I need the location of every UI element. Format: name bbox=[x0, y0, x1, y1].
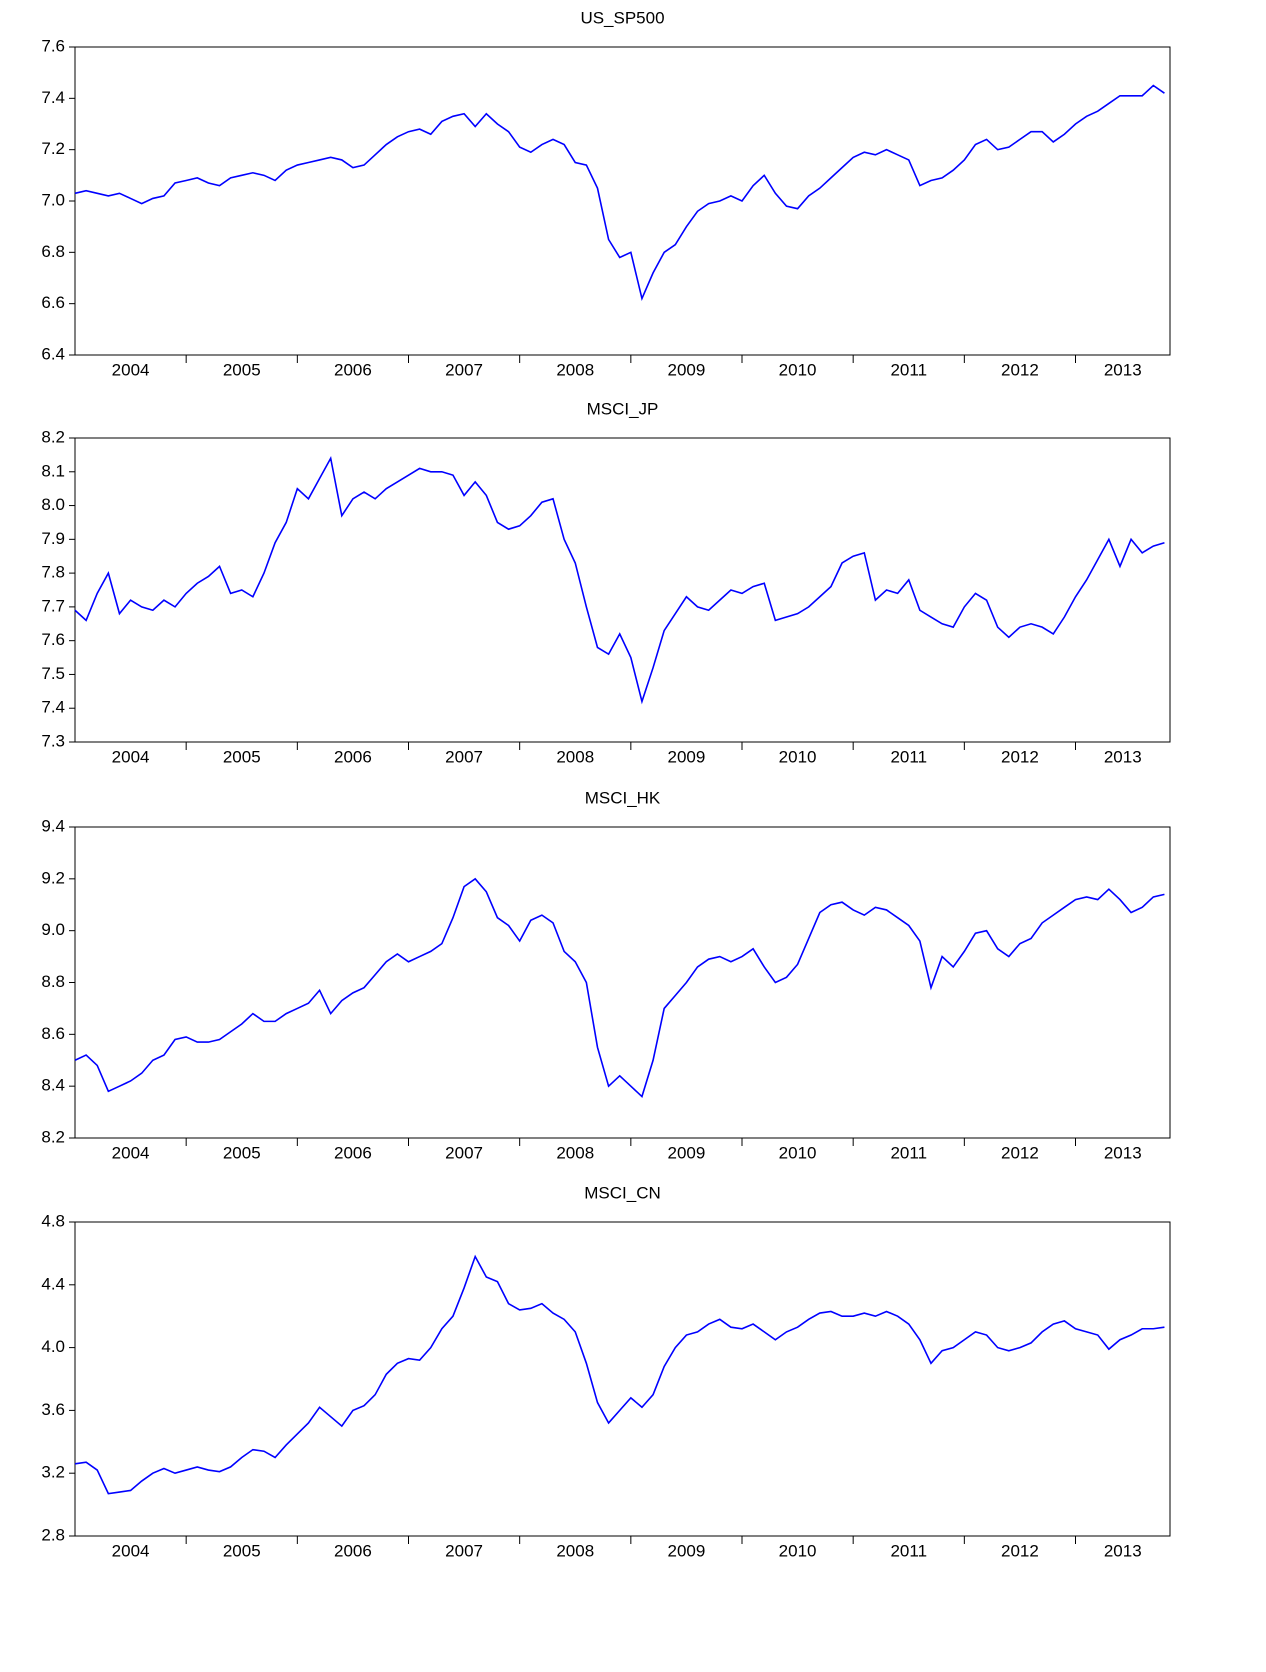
x-tick-label: 2011 bbox=[890, 747, 927, 766]
y-tick-label: 8.8 bbox=[41, 972, 65, 991]
y-tick-label: 7.6 bbox=[41, 630, 65, 649]
y-tick-label: 8.1 bbox=[41, 461, 65, 480]
x-tick-label: 2011 bbox=[890, 1541, 927, 1560]
y-tick-label: 3.2 bbox=[41, 1463, 65, 1482]
chart-title: US_SP500 bbox=[580, 8, 664, 27]
y-tick-label: 8.6 bbox=[41, 1024, 65, 1043]
y-tick-label: 6.6 bbox=[41, 293, 65, 312]
y-tick-label: 7.3 bbox=[41, 731, 65, 750]
x-tick-label: 2007 bbox=[445, 1541, 483, 1560]
x-tick-label: 2007 bbox=[445, 360, 483, 379]
y-tick-label: 3.6 bbox=[41, 1400, 65, 1419]
y-tick-label: 4.4 bbox=[41, 1274, 65, 1293]
y-tick-label: 7.4 bbox=[41, 88, 65, 107]
y-tick-label: 7.8 bbox=[41, 563, 65, 582]
y-tick-label: 7.5 bbox=[41, 664, 65, 683]
x-tick-label: 2013 bbox=[1104, 747, 1142, 766]
x-tick-label: 2006 bbox=[334, 360, 372, 379]
x-tick-label: 2006 bbox=[334, 747, 372, 766]
y-tick-label: 2.8 bbox=[41, 1525, 65, 1544]
x-tick-label: 2010 bbox=[779, 1143, 817, 1162]
x-tick-label: 2007 bbox=[445, 747, 483, 766]
y-tick-label: 6.4 bbox=[41, 344, 65, 363]
x-tick-label: 2005 bbox=[223, 747, 261, 766]
x-tick-label: 2007 bbox=[445, 1143, 483, 1162]
x-tick-label: 2009 bbox=[668, 747, 706, 766]
x-tick-label: 2004 bbox=[112, 360, 150, 379]
y-tick-label: 9.4 bbox=[41, 816, 65, 835]
x-tick-label: 2012 bbox=[1001, 1541, 1039, 1560]
y-tick-label: 7.6 bbox=[41, 36, 65, 55]
y-tick-label: 7.4 bbox=[41, 698, 65, 717]
x-tick-label: 2011 bbox=[890, 360, 927, 379]
x-tick-label: 2013 bbox=[1104, 1541, 1142, 1560]
x-tick-label: 2011 bbox=[890, 1143, 927, 1162]
plot-frame bbox=[74, 1221, 1171, 1537]
plot-frame bbox=[74, 46, 1171, 356]
x-tick-label: 2008 bbox=[556, 1541, 594, 1560]
x-tick-label: 2006 bbox=[334, 1143, 372, 1162]
x-tick-label: 2008 bbox=[556, 747, 594, 766]
y-tick-label: 7.9 bbox=[41, 529, 65, 548]
y-tick-label: 8.0 bbox=[41, 495, 65, 514]
x-tick-label: 2009 bbox=[668, 1541, 706, 1560]
y-tick-label: 9.0 bbox=[41, 920, 65, 939]
data-line bbox=[74, 455, 1165, 705]
chart-title: MSCI_HK bbox=[585, 788, 661, 807]
x-tick-label: 2009 bbox=[668, 1143, 706, 1162]
y-tick-label: 8.2 bbox=[41, 427, 65, 446]
y-tick-label: 8.2 bbox=[41, 1127, 65, 1146]
y-tick-label: 8.4 bbox=[41, 1076, 65, 1095]
x-tick-label: 2009 bbox=[668, 360, 706, 379]
x-tick-label: 2012 bbox=[1001, 747, 1039, 766]
x-tick-label: 2005 bbox=[223, 1541, 261, 1560]
y-tick-label: 9.2 bbox=[41, 868, 65, 887]
x-tick-label: 2008 bbox=[556, 360, 594, 379]
y-tick-label: 7.0 bbox=[41, 190, 65, 209]
x-tick-label: 2013 bbox=[1104, 360, 1142, 379]
x-tick-label: 2010 bbox=[779, 360, 817, 379]
data-line bbox=[74, 1254, 1165, 1495]
x-tick-label: 2004 bbox=[112, 747, 150, 766]
data-line bbox=[74, 877, 1165, 1098]
x-tick-label: 2005 bbox=[223, 1143, 261, 1162]
y-tick-label: 6.8 bbox=[41, 242, 65, 261]
x-tick-label: 2008 bbox=[556, 1143, 594, 1162]
x-tick-label: 2005 bbox=[223, 360, 261, 379]
x-tick-label: 2004 bbox=[112, 1541, 150, 1560]
y-tick-label: 7.2 bbox=[41, 139, 65, 158]
x-tick-label: 2013 bbox=[1104, 1143, 1142, 1162]
x-tick-label: 2012 bbox=[1001, 1143, 1039, 1162]
chart-title: MSCI_JP bbox=[587, 399, 659, 418]
y-tick-label: 7.7 bbox=[41, 596, 65, 615]
data-line bbox=[74, 84, 1165, 302]
y-tick-label: 4.0 bbox=[41, 1337, 65, 1356]
x-tick-label: 2012 bbox=[1001, 360, 1039, 379]
x-tick-label: 2004 bbox=[112, 1143, 150, 1162]
plot-frame bbox=[74, 826, 1171, 1139]
x-tick-label: 2010 bbox=[779, 747, 817, 766]
x-tick-label: 2010 bbox=[779, 1541, 817, 1560]
chart-title: MSCI_CN bbox=[584, 1183, 661, 1202]
plot-frame bbox=[74, 437, 1171, 743]
y-tick-label: 4.8 bbox=[41, 1211, 65, 1230]
x-tick-label: 2006 bbox=[334, 1541, 372, 1560]
